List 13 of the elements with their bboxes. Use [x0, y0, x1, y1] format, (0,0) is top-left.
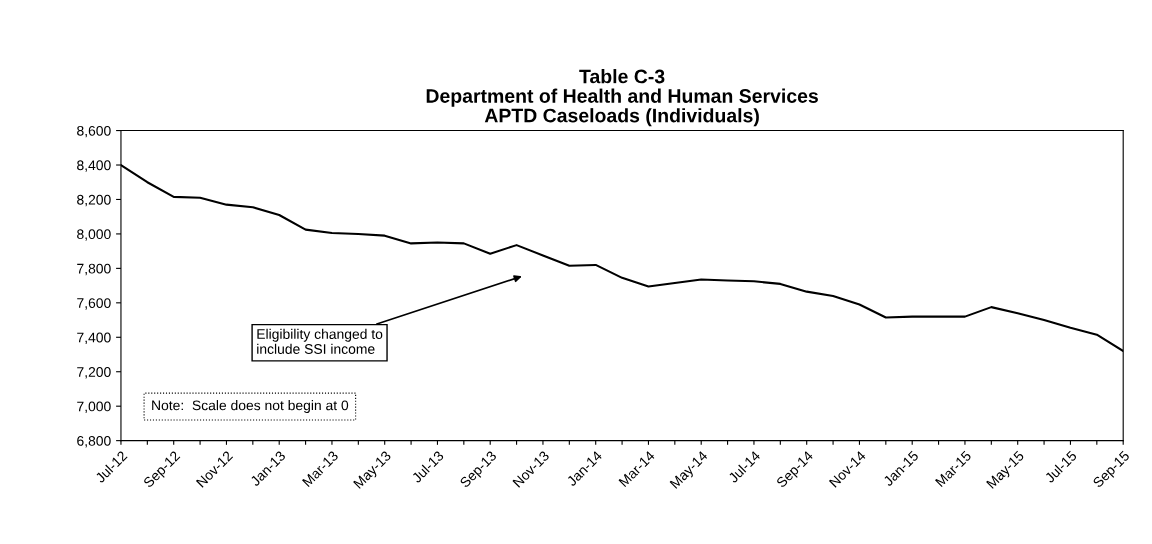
- chart-title: Table C-3 Department of Health and Human Services APTD Caseloads (Individuals): [426, 69, 818, 127]
- y-tick-label: 6,800: [77, 435, 111, 448]
- y-tick-label: 7,600: [77, 298, 111, 310]
- annotation: Note: Scale does not begin at 0: [152, 400, 349, 413]
- y-tick-label: 7,200: [77, 367, 111, 379]
- y-tick-label: 7,400: [77, 332, 111, 345]
- annotation: Eligibility changed to include SSI income: [257, 328, 383, 354]
- y-tick-label: 8,200: [77, 194, 111, 207]
- y-tick-label: 8,600: [77, 125, 111, 138]
- y-tick-label: 7,800: [77, 263, 111, 276]
- y-tick-label: 8,000: [77, 229, 111, 241]
- y-tick-label: 7,000: [77, 401, 111, 413]
- y-tick-label: 8,400: [77, 160, 111, 172]
